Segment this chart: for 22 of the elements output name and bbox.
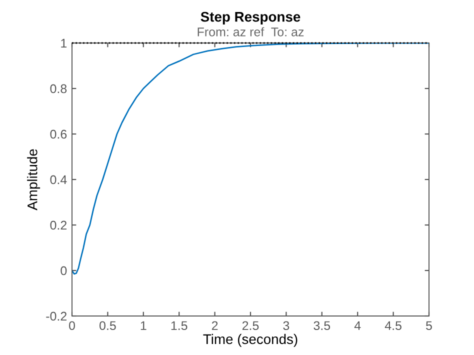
- x-tick-label: 3: [283, 321, 290, 330]
- y-tick-label: 0.4: [50, 175, 67, 184]
- x-tick-label: 2: [212, 321, 218, 330]
- x-tick-label: 3.5: [314, 321, 330, 330]
- x-tick-label: 4: [354, 321, 361, 330]
- x-tick-label: 4.5: [384, 321, 402, 330]
- x-tick-label: 5: [426, 321, 432, 330]
- y-tick-label: 0.6: [50, 130, 67, 139]
- y-tick-label: 0.8: [50, 84, 67, 94]
- x-tick-label: 0: [69, 321, 75, 330]
- y-tick-label: 0.2: [50, 220, 67, 230]
- chart-subtitle: From: az ref To: az: [198, 27, 304, 36]
- x-tick-label: 1.5: [171, 321, 188, 330]
- y-tick-label: 1: [61, 38, 67, 48]
- x-tick-label: 2.5: [242, 321, 259, 330]
- x-axis-title: Time (seconds): [203, 334, 298, 347]
- chart-title: Step Response: [200, 12, 300, 24]
- y-tick-label: 0: [60, 266, 67, 276]
- y-tick-label: -0.2: [46, 312, 67, 321]
- y-axis-title: Amplitude: [27, 149, 40, 210]
- x-tick-label: 1: [140, 321, 146, 330]
- x-tick-label: 0.5: [100, 321, 116, 330]
